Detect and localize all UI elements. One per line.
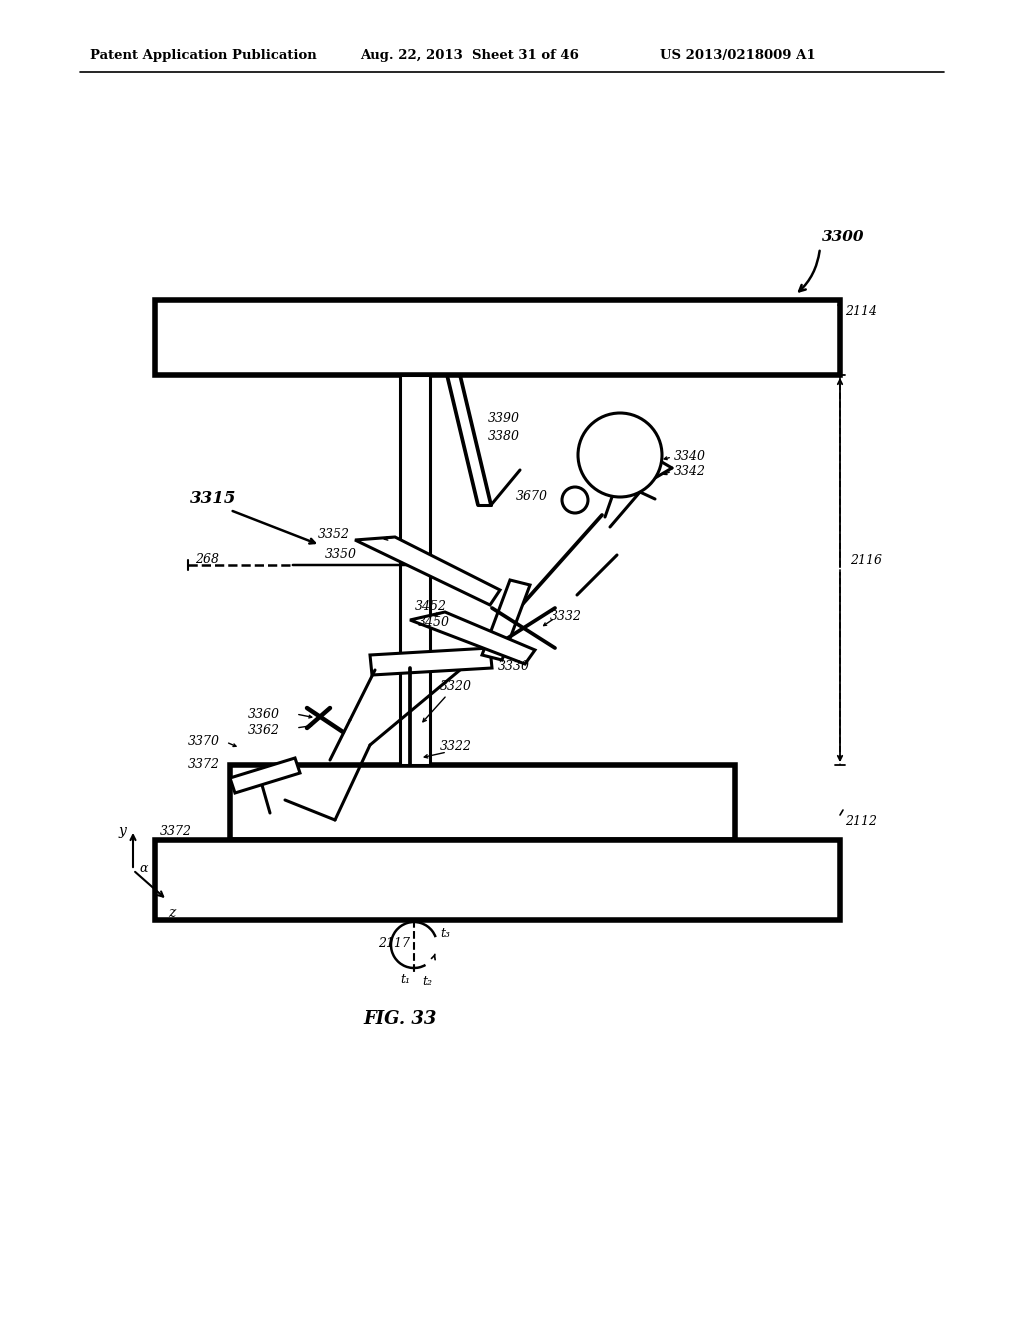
Text: 3350: 3350	[325, 548, 357, 561]
Text: 3360: 3360	[248, 708, 280, 721]
Text: FIG. 33: FIG. 33	[364, 1010, 436, 1028]
Bar	[230, 766, 735, 840]
Polygon shape	[370, 648, 492, 675]
Text: 3352: 3352	[318, 528, 350, 541]
Polygon shape	[410, 612, 535, 664]
Text: y: y	[119, 824, 127, 838]
Bar	[400, 375, 430, 766]
Text: t₂: t₂	[422, 975, 432, 987]
Text: 3332: 3332	[550, 610, 582, 623]
Text: 3670: 3670	[516, 490, 548, 503]
Text: t₃: t₃	[440, 927, 450, 940]
Text: 3342: 3342	[674, 465, 706, 478]
Text: 3390: 3390	[488, 412, 520, 425]
Text: US 2013/0218009 A1: US 2013/0218009 A1	[660, 49, 816, 62]
Text: α: α	[139, 862, 147, 875]
Text: 3380: 3380	[488, 430, 520, 444]
Polygon shape	[355, 537, 500, 605]
Text: 2112: 2112	[845, 814, 877, 828]
Text: 3322: 3322	[440, 741, 472, 752]
Text: 3340: 3340	[674, 450, 706, 463]
Text: z: z	[168, 906, 175, 920]
Circle shape	[578, 413, 662, 498]
Text: 2114: 2114	[845, 305, 877, 318]
Text: t₁: t₁	[400, 973, 410, 986]
Bar	[155, 300, 840, 375]
Text: Aug. 22, 2013  Sheet 31 of 46: Aug. 22, 2013 Sheet 31 of 46	[360, 49, 579, 62]
Circle shape	[562, 487, 588, 513]
Text: 3372: 3372	[160, 825, 193, 838]
Text: 3452: 3452	[415, 601, 447, 612]
Text: Patent Application Publication: Patent Application Publication	[90, 49, 316, 62]
Polygon shape	[482, 579, 530, 660]
Text: 3362: 3362	[248, 723, 280, 737]
Text: 3300: 3300	[822, 230, 864, 244]
Text: 3320: 3320	[440, 680, 472, 693]
Text: 3450: 3450	[418, 616, 450, 630]
Text: 3372: 3372	[188, 758, 220, 771]
Bar	[155, 840, 840, 920]
Text: 3370: 3370	[188, 735, 220, 748]
Polygon shape	[230, 758, 300, 793]
Text: 3330: 3330	[498, 660, 530, 673]
Text: 2116: 2116	[850, 553, 882, 566]
Text: 268: 268	[195, 553, 219, 566]
Text: 3315: 3315	[190, 490, 237, 507]
Text: 2117: 2117	[378, 937, 410, 950]
